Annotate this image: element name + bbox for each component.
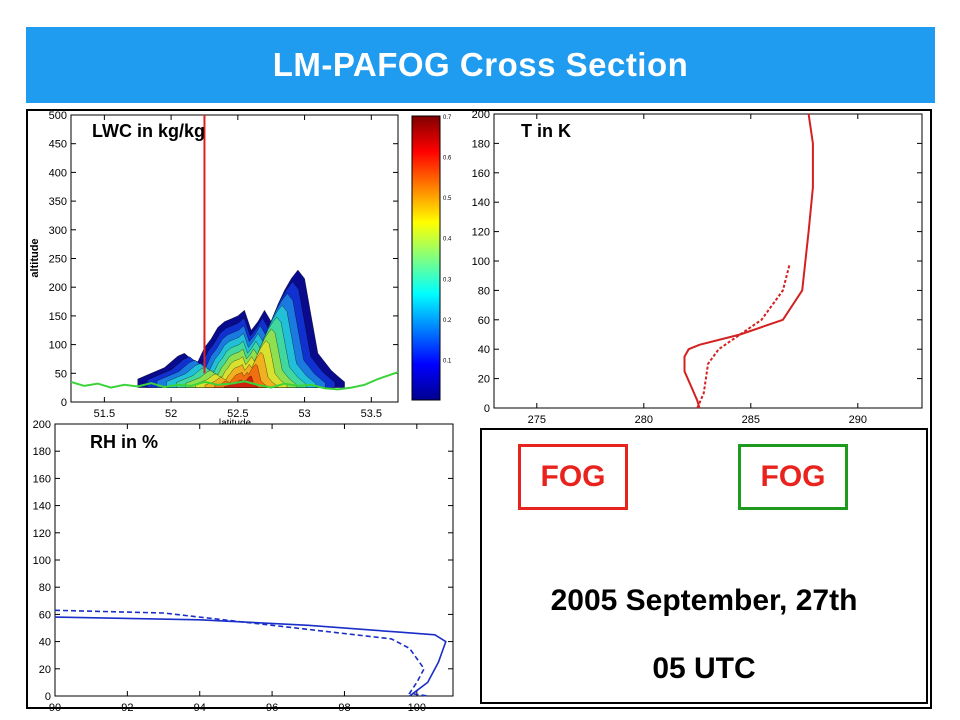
temperature-y-tick-label: 180 [472,138,490,150]
rh-x-tick-label: 100 [408,702,426,714]
rh-y-tick-label: 180 [33,446,51,458]
lwc-colorbar-tick-label: 0.3 [443,277,452,283]
lwc-y-tick-label: 400 [49,167,67,179]
lwc-colorbar-tick-label: 0.4 [443,237,452,243]
lwc-terrain-line [70,371,399,391]
temperature-y-tick-label: 60 [478,315,490,327]
lwc-y-tick-label: 450 [49,139,67,151]
lwc-y-tick-label: 500 [49,110,67,122]
lwc-colorbar [411,115,441,401]
lwc-y-axis-label: altitude [29,238,41,277]
lwc-y-tick-label: 50 [55,368,67,380]
lwc-y-tick-label: 100 [49,340,67,352]
temperature-y-tick-label: 140 [472,197,490,209]
rh-plot-area [54,423,454,697]
temperature-y-tick-label: 120 [472,227,490,239]
temperature-y-tick-label: 80 [478,285,490,297]
lwc-colorbar-tick-label: 0.2 [443,318,452,324]
lwc-y-tick-label: 0 [61,397,67,409]
rh-y-tick-label: 0 [45,691,51,703]
lwc-panel-label: LWC in kg/kg [92,121,206,141]
rh-y-tick-label: 60 [39,609,51,621]
rh-y-tick-label: 140 [33,501,51,513]
lwc-colorbar-tick-label: 0.5 [443,196,452,202]
lwc-y-tick-label: 200 [49,282,67,294]
lwc-x-tick-label: 52.5 [227,408,248,420]
rh-panel-label: RH in % [90,432,159,452]
temperature-plot-area [493,113,923,409]
temperature-y-tick-label: 100 [472,256,490,268]
page-title: LM-PAFOG Cross Section [26,27,935,103]
time-text: 05 UTC [652,652,756,685]
lwc-x-tick-label: 53.5 [361,408,382,420]
rh-x-tick-label: 98 [338,702,350,714]
rh-y-tick-label: 80 [39,582,51,594]
temperature-x-tick-label: 275 [528,414,546,426]
info-box: FOG FOG 2005 September, 27th 05 UTC [480,428,928,704]
rh-y-tick-label: 20 [39,664,51,676]
lwc-x-tick-label: 52 [165,408,177,420]
rh-y-tick-label: 120 [33,528,51,540]
lwc-colorbar-tick-label: 0.6 [443,156,452,162]
temperature-panel-label: T in K [521,121,571,141]
lwc-contour-layer [214,363,268,388]
lwc-x-tick-label: 51.5 [94,408,115,420]
temperature-x-tick-label: 285 [742,414,760,426]
temperature-x-tick-label: 280 [635,414,653,426]
lwc-y-tick-label: 150 [49,311,67,323]
rh-y-tick-label: 200 [33,419,51,431]
lwc-colorbar-tick-label: 0.7 [443,115,452,121]
fog-label-green: FOG [738,444,848,510]
rh-series-solid [54,616,447,697]
rh-x-tick-label: 94 [194,702,206,714]
lwc-y-tick-label: 250 [49,254,67,266]
rh-x-tick-label: 96 [266,702,278,714]
temperature-x-tick-label: 290 [849,414,867,426]
date-text: 2005 September, 27th [550,584,858,617]
rh-y-tick-label: 100 [33,555,51,567]
rh-series-dashed [54,609,428,697]
temperature-y-tick-label: 160 [472,168,490,180]
lwc-colorbar-tick-label: 0.1 [443,358,452,364]
lwc-x-tick-label: 53 [298,408,310,420]
temperature-y-tick-label: 200 [472,109,490,121]
temperature-series-dashed [696,265,791,409]
rh-x-tick-label: 92 [121,702,133,714]
temperature-y-tick-label: 20 [478,374,490,386]
temperature-y-tick-label: 40 [478,344,490,356]
rh-x-tick-label: 90 [49,702,61,714]
lwc-y-tick-label: 350 [49,196,67,208]
rh-y-tick-label: 40 [39,637,51,649]
panel-frame [26,109,932,709]
lwc-y-tick-label: 300 [49,225,67,237]
rh-y-tick-label: 160 [33,473,51,485]
temperature-y-tick-label: 0 [484,403,490,415]
fog-label-red: FOG [518,444,628,510]
temperature-series-solid [683,113,814,409]
